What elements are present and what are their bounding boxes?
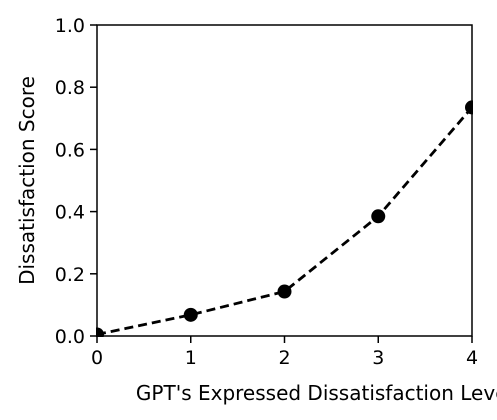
x-tick-label: 2	[278, 347, 290, 369]
y-tick-label: 0.6	[55, 139, 85, 161]
plot-content	[96, 100, 473, 337]
data-point	[183, 307, 198, 322]
y-tick-label: 0.2	[55, 264, 85, 286]
x-tick-label: 3	[372, 347, 384, 369]
x-tick-label: 4	[466, 347, 478, 369]
x-axis-label: GPT's Expressed Dissatisfaction Level	[136, 381, 497, 405]
data-point	[465, 100, 473, 115]
y-tick-label: 1.0	[55, 15, 85, 37]
x-tick-label: 0	[91, 347, 103, 369]
series-line	[96, 106, 473, 336]
axis-ticks: 0 1 2 3 4 0.0 0.2 0.4 0.6 0.8 1.0	[55, 15, 478, 369]
y-tick-label: 0.4	[55, 202, 85, 224]
y-tick-label: 0.8	[55, 77, 85, 99]
y-tick-label: 0.0	[55, 326, 85, 348]
data-point	[277, 284, 292, 299]
x-tick-label: 1	[185, 347, 197, 369]
y-axis-label: Dissatisfaction Score	[15, 76, 39, 285]
data-point	[96, 327, 104, 337]
data-point	[371, 209, 386, 224]
